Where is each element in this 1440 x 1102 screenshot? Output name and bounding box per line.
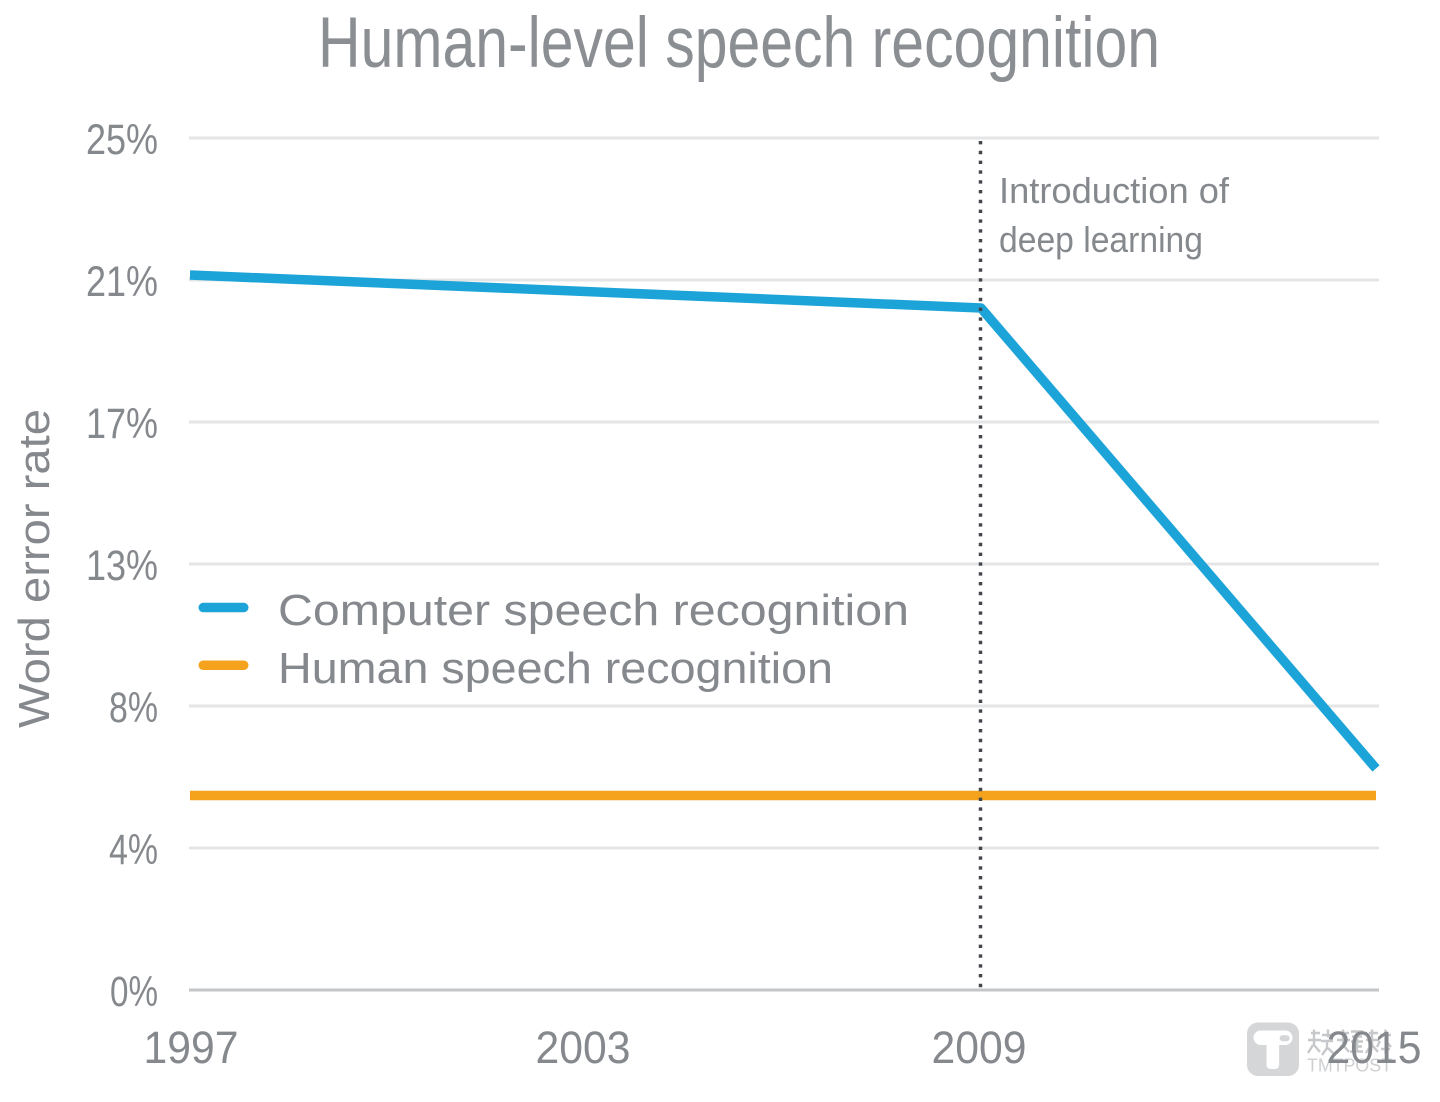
svg-text:Computer speech recognition: Computer speech recognition xyxy=(278,586,909,635)
svg-text:21%: 21% xyxy=(86,258,158,306)
svg-text:Human-level speech recognition: Human-level speech recognition xyxy=(318,4,1160,83)
svg-text:deep learning: deep learning xyxy=(999,219,1203,260)
svg-text:4%: 4% xyxy=(109,826,158,874)
svg-text:25%: 25% xyxy=(86,116,158,164)
svg-text:1997: 1997 xyxy=(144,1022,239,1073)
svg-text:13%: 13% xyxy=(86,542,158,590)
svg-text:2003: 2003 xyxy=(536,1022,631,1073)
svg-text:2015: 2015 xyxy=(1327,1022,1422,1073)
svg-text:Human speech recognition: Human speech recognition xyxy=(278,644,833,693)
svg-text:17%: 17% xyxy=(86,400,158,448)
svg-text:0%: 0% xyxy=(110,968,158,1016)
svg-text:Word error rate: Word error rate xyxy=(10,409,59,728)
svg-text:8%: 8% xyxy=(109,684,158,732)
svg-text:2009: 2009 xyxy=(932,1022,1027,1073)
svg-text:TMTPOST: TMTPOST xyxy=(1307,1056,1392,1076)
svg-text:Introduction of: Introduction of xyxy=(999,170,1230,211)
